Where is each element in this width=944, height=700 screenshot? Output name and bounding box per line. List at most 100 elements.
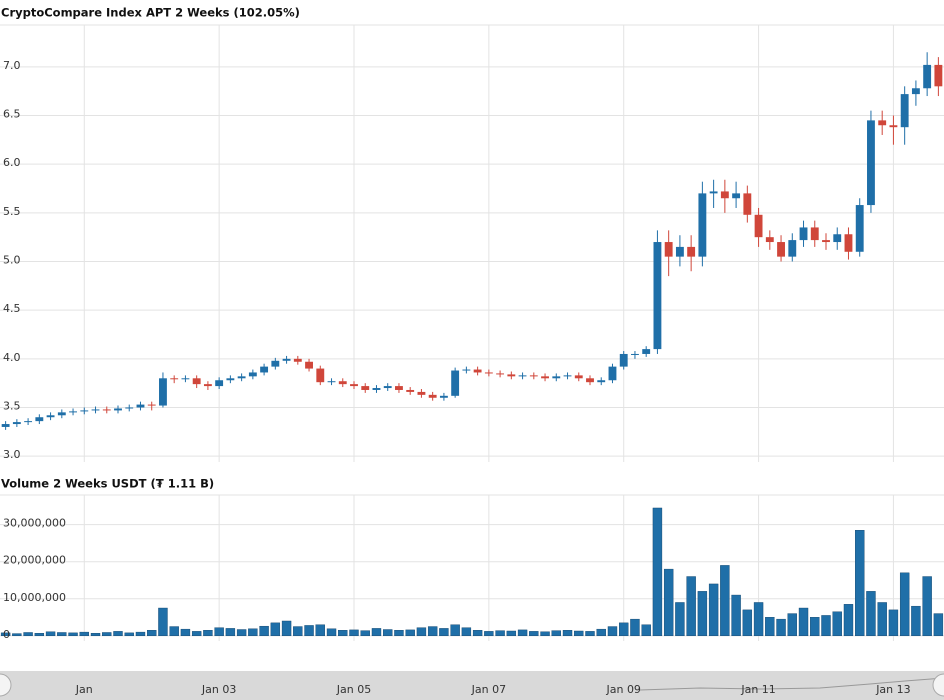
candle-body (46, 415, 55, 418)
candle-body (563, 375, 572, 377)
volume-bar (731, 594, 741, 637)
navigator-handle[interactable] (932, 673, 944, 697)
chart-title: Volume 2 Weeks USDT (₮ 1.11 B) (1, 477, 214, 491)
candle-body (844, 234, 853, 252)
x-tick-label: Jan 05 (336, 683, 371, 696)
volume-bar (371, 628, 382, 637)
candle-body (754, 214, 763, 238)
candle-body (451, 370, 460, 396)
volume-bar (899, 572, 910, 637)
candle-body (810, 227, 819, 241)
volume-bar (495, 630, 505, 637)
candle-body (822, 240, 830, 243)
volume-bar (607, 626, 618, 637)
candle-body (709, 191, 718, 194)
volume-bar (585, 631, 595, 637)
volume-bar (293, 626, 303, 637)
volume-bar (855, 530, 865, 637)
volume-bar (169, 626, 179, 637)
candle-body (170, 378, 179, 380)
candle-body (181, 378, 190, 380)
candle-body (777, 242, 785, 257)
x-tick-label: Jan (75, 683, 93, 696)
volume-bar (697, 591, 708, 637)
navigator-handle[interactable] (0, 673, 12, 697)
candle-body (529, 375, 538, 377)
candle-body (743, 193, 752, 215)
volume-bar (326, 628, 337, 637)
candle-body (248, 372, 257, 377)
candle-body (765, 237, 774, 243)
candle-body (507, 374, 516, 377)
candle-body (316, 368, 325, 383)
volume-bar (888, 609, 899, 637)
candle-body (653, 242, 662, 350)
volume-bar (675, 602, 685, 637)
y-tick-label: 6.0 (3, 156, 21, 169)
volume-bar (90, 633, 101, 637)
candle-body (574, 375, 583, 379)
volume-bar (529, 631, 539, 637)
volume-bar (720, 565, 730, 637)
volume-bar (911, 605, 921, 637)
candle-body (35, 417, 44, 422)
volume-bar (135, 631, 146, 637)
candle-body (350, 384, 358, 387)
candle-body (125, 407, 134, 409)
y-tick-label: 30,000,000 (3, 517, 66, 530)
volume-bar (742, 609, 753, 637)
y-tick-label: 0 (3, 628, 10, 641)
y-tick-label: 10,000,000 (3, 591, 66, 604)
candle-body (473, 369, 482, 373)
volume-bar (45, 631, 56, 637)
candle-body (114, 408, 122, 411)
volume-bar (776, 618, 786, 637)
candle-body (541, 376, 549, 379)
candle-body (518, 375, 527, 377)
volume-bar (506, 630, 517, 637)
candle-body (788, 240, 797, 257)
volume-bar (113, 631, 123, 637)
candle-body (12, 422, 21, 425)
volume-bar (641, 624, 651, 637)
volume-bar (360, 630, 370, 637)
volume-bar (810, 617, 820, 637)
candle-body (619, 353, 628, 367)
candle-body (80, 410, 89, 412)
volume-bar (0, 632, 11, 637)
candle-body (271, 360, 280, 367)
candle-body (664, 242, 673, 257)
volume-bar (439, 628, 449, 637)
candle-body (867, 120, 875, 206)
volume-bar (338, 630, 348, 637)
candle-body (159, 378, 167, 406)
volume-bar (214, 627, 224, 637)
y-tick-label: 3.0 (3, 448, 21, 461)
volume-bar (270, 622, 281, 637)
volume-bar (686, 576, 696, 637)
candle-body (439, 395, 448, 398)
volume-bar (540, 631, 550, 637)
x-tick-label: Jan 03 (201, 683, 236, 696)
volume-bar (191, 631, 202, 637)
candle-body (383, 386, 392, 389)
y-tick-label: 5.0 (3, 254, 21, 267)
candle-body (687, 246, 696, 257)
volume-bar (663, 568, 674, 637)
volume-bar (450, 624, 460, 637)
candle-body (484, 372, 493, 374)
volume-bar (922, 576, 932, 637)
candle-body (720, 191, 729, 199)
volume-bar (12, 633, 22, 637)
candle-body (698, 193, 707, 257)
candle-body (642, 349, 651, 354)
candle-body (1, 424, 10, 427)
volume-bar (517, 629, 528, 637)
candle-body (406, 389, 415, 392)
volume-bar (562, 630, 573, 637)
candle-body (395, 386, 403, 390)
navigator[interactable] (0, 671, 944, 700)
candle-body (293, 358, 302, 362)
volume-bar (180, 628, 191, 637)
